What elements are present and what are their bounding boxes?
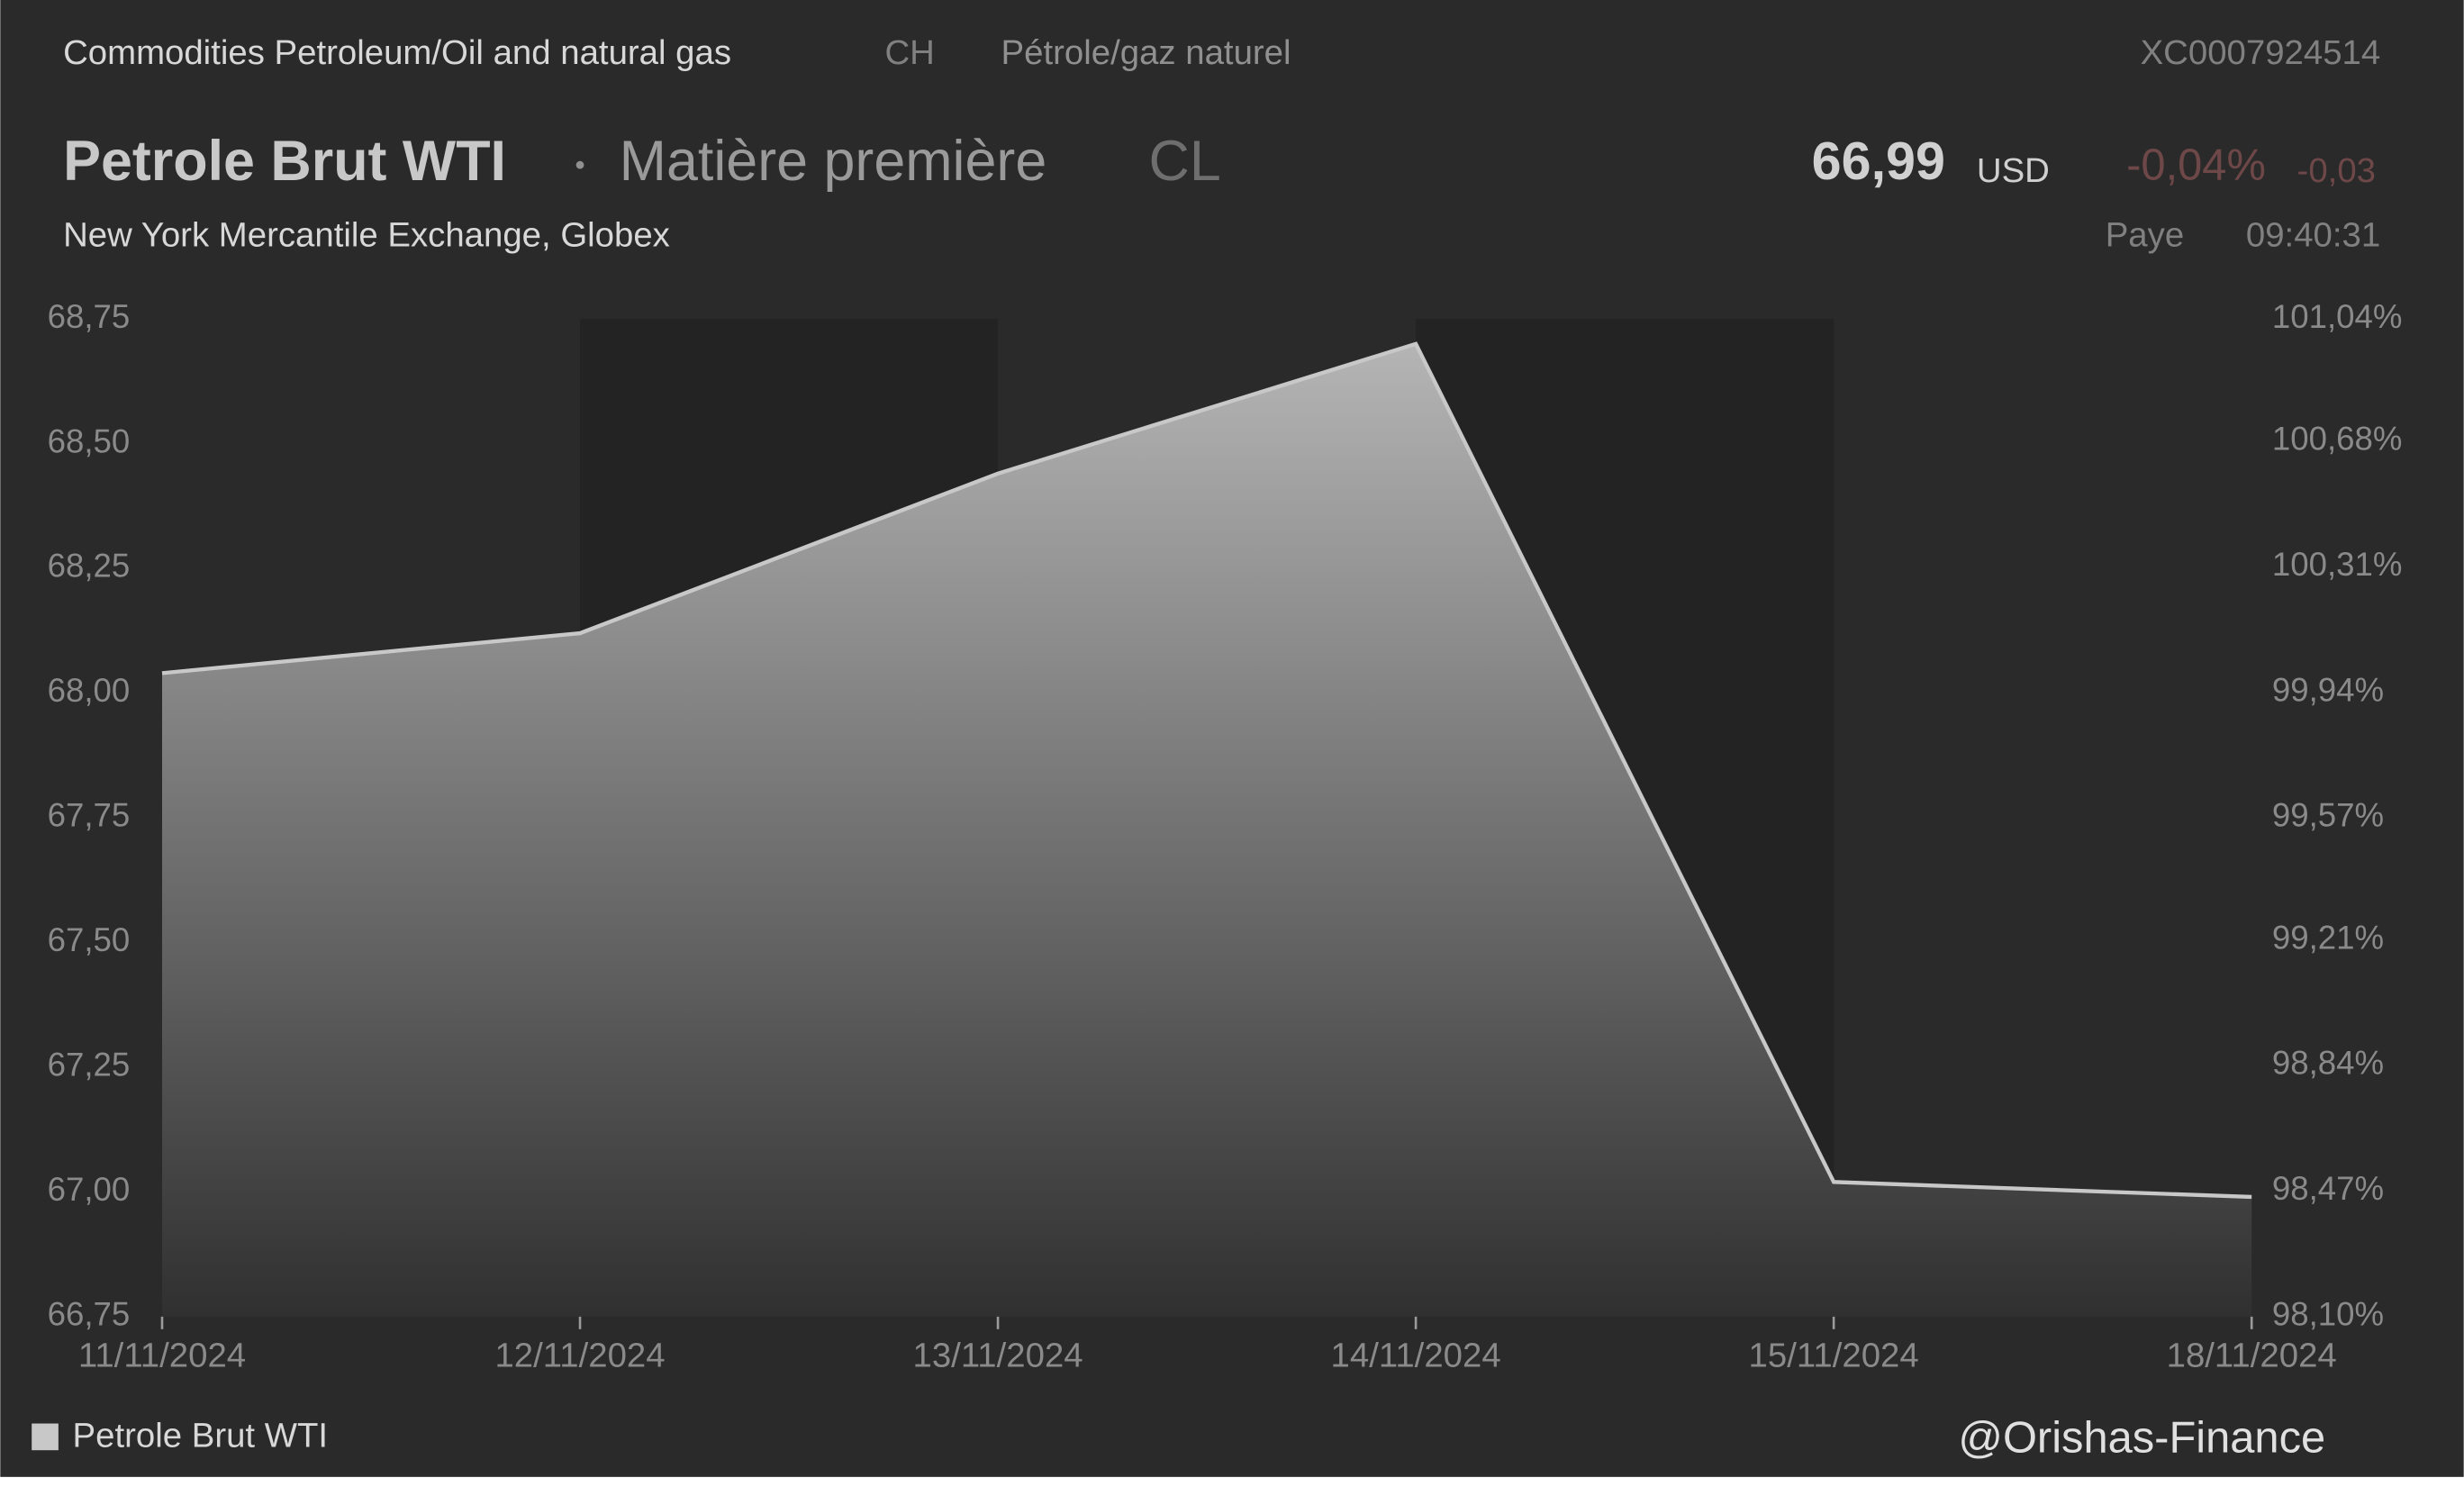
y2-tick-label: 98,10% bbox=[2272, 1296, 2384, 1333]
instrument-name: Petrole Brut WTI bbox=[63, 130, 506, 193]
category: Pétrole/gaz naturel bbox=[1001, 33, 1291, 72]
country: CH bbox=[884, 33, 934, 72]
status: Paye bbox=[2106, 216, 2184, 255]
y-tick-label: 66,75 bbox=[48, 1296, 131, 1333]
y2-tick-label: 99,21% bbox=[2272, 919, 2384, 956]
y-tick-label: 67,25 bbox=[48, 1047, 131, 1083]
x-tick-label: 14/11/2024 bbox=[1331, 1336, 1501, 1374]
instrument-kind: Matière première bbox=[620, 130, 1047, 193]
y2-tick-label: 98,84% bbox=[2272, 1045, 2384, 1082]
y-tick-label: 67,75 bbox=[48, 797, 131, 834]
symbol: CL bbox=[1149, 130, 1221, 193]
x-tick-label: 12/11/2024 bbox=[494, 1336, 665, 1374]
time: 09:40:31 bbox=[2246, 216, 2380, 255]
breadcrumb: Commodities Petroleum/Oil and natural ga… bbox=[63, 33, 731, 72]
currency: USD bbox=[1977, 151, 2050, 190]
separator bbox=[575, 160, 584, 169]
line bbox=[161, 341, 2252, 1200]
y-tick-label: 68,25 bbox=[48, 548, 131, 585]
legend-swatch bbox=[32, 1423, 59, 1451]
y2-tick-label: 98,47% bbox=[2272, 1170, 2384, 1207]
y2-tick-label: 99,94% bbox=[2272, 671, 2384, 708]
price: 66,99 bbox=[1812, 131, 1945, 191]
y-tick-label: 68,50 bbox=[48, 422, 131, 459]
y2-tick-label: 99,57% bbox=[2272, 797, 2384, 834]
x-tick-label: 13/11/2024 bbox=[912, 1336, 1083, 1374]
x-tick-label: 18/11/2024 bbox=[2167, 1336, 2337, 1374]
y-tick-label: 67,00 bbox=[48, 1171, 131, 1208]
change-abs: -0,03 bbox=[2297, 151, 2376, 190]
change-pct: -0,04% bbox=[2126, 141, 2266, 190]
watermark: @Orishas-Finance bbox=[1958, 1414, 2325, 1463]
exchange: New York Mercantile Exchange, Globex bbox=[63, 216, 670, 255]
x-tick-label: 15/11/2024 bbox=[1749, 1336, 1919, 1374]
y-tick-label: 68,75 bbox=[48, 298, 131, 335]
x-tick-label: 11/11/2024 bbox=[78, 1336, 246, 1374]
y-tick-label: 68,00 bbox=[48, 672, 131, 709]
y2-tick-label: 101,04% bbox=[2272, 298, 2403, 335]
y2-tick-label: 100,31% bbox=[2272, 546, 2403, 583]
y-tick-label: 67,50 bbox=[48, 921, 131, 958]
area bbox=[161, 343, 2252, 1317]
legend-label: Petrole Brut WTI bbox=[73, 1416, 329, 1455]
y2-tick-label: 100,68% bbox=[2272, 420, 2403, 457]
isin: XC0007924514 bbox=[2141, 33, 2381, 72]
